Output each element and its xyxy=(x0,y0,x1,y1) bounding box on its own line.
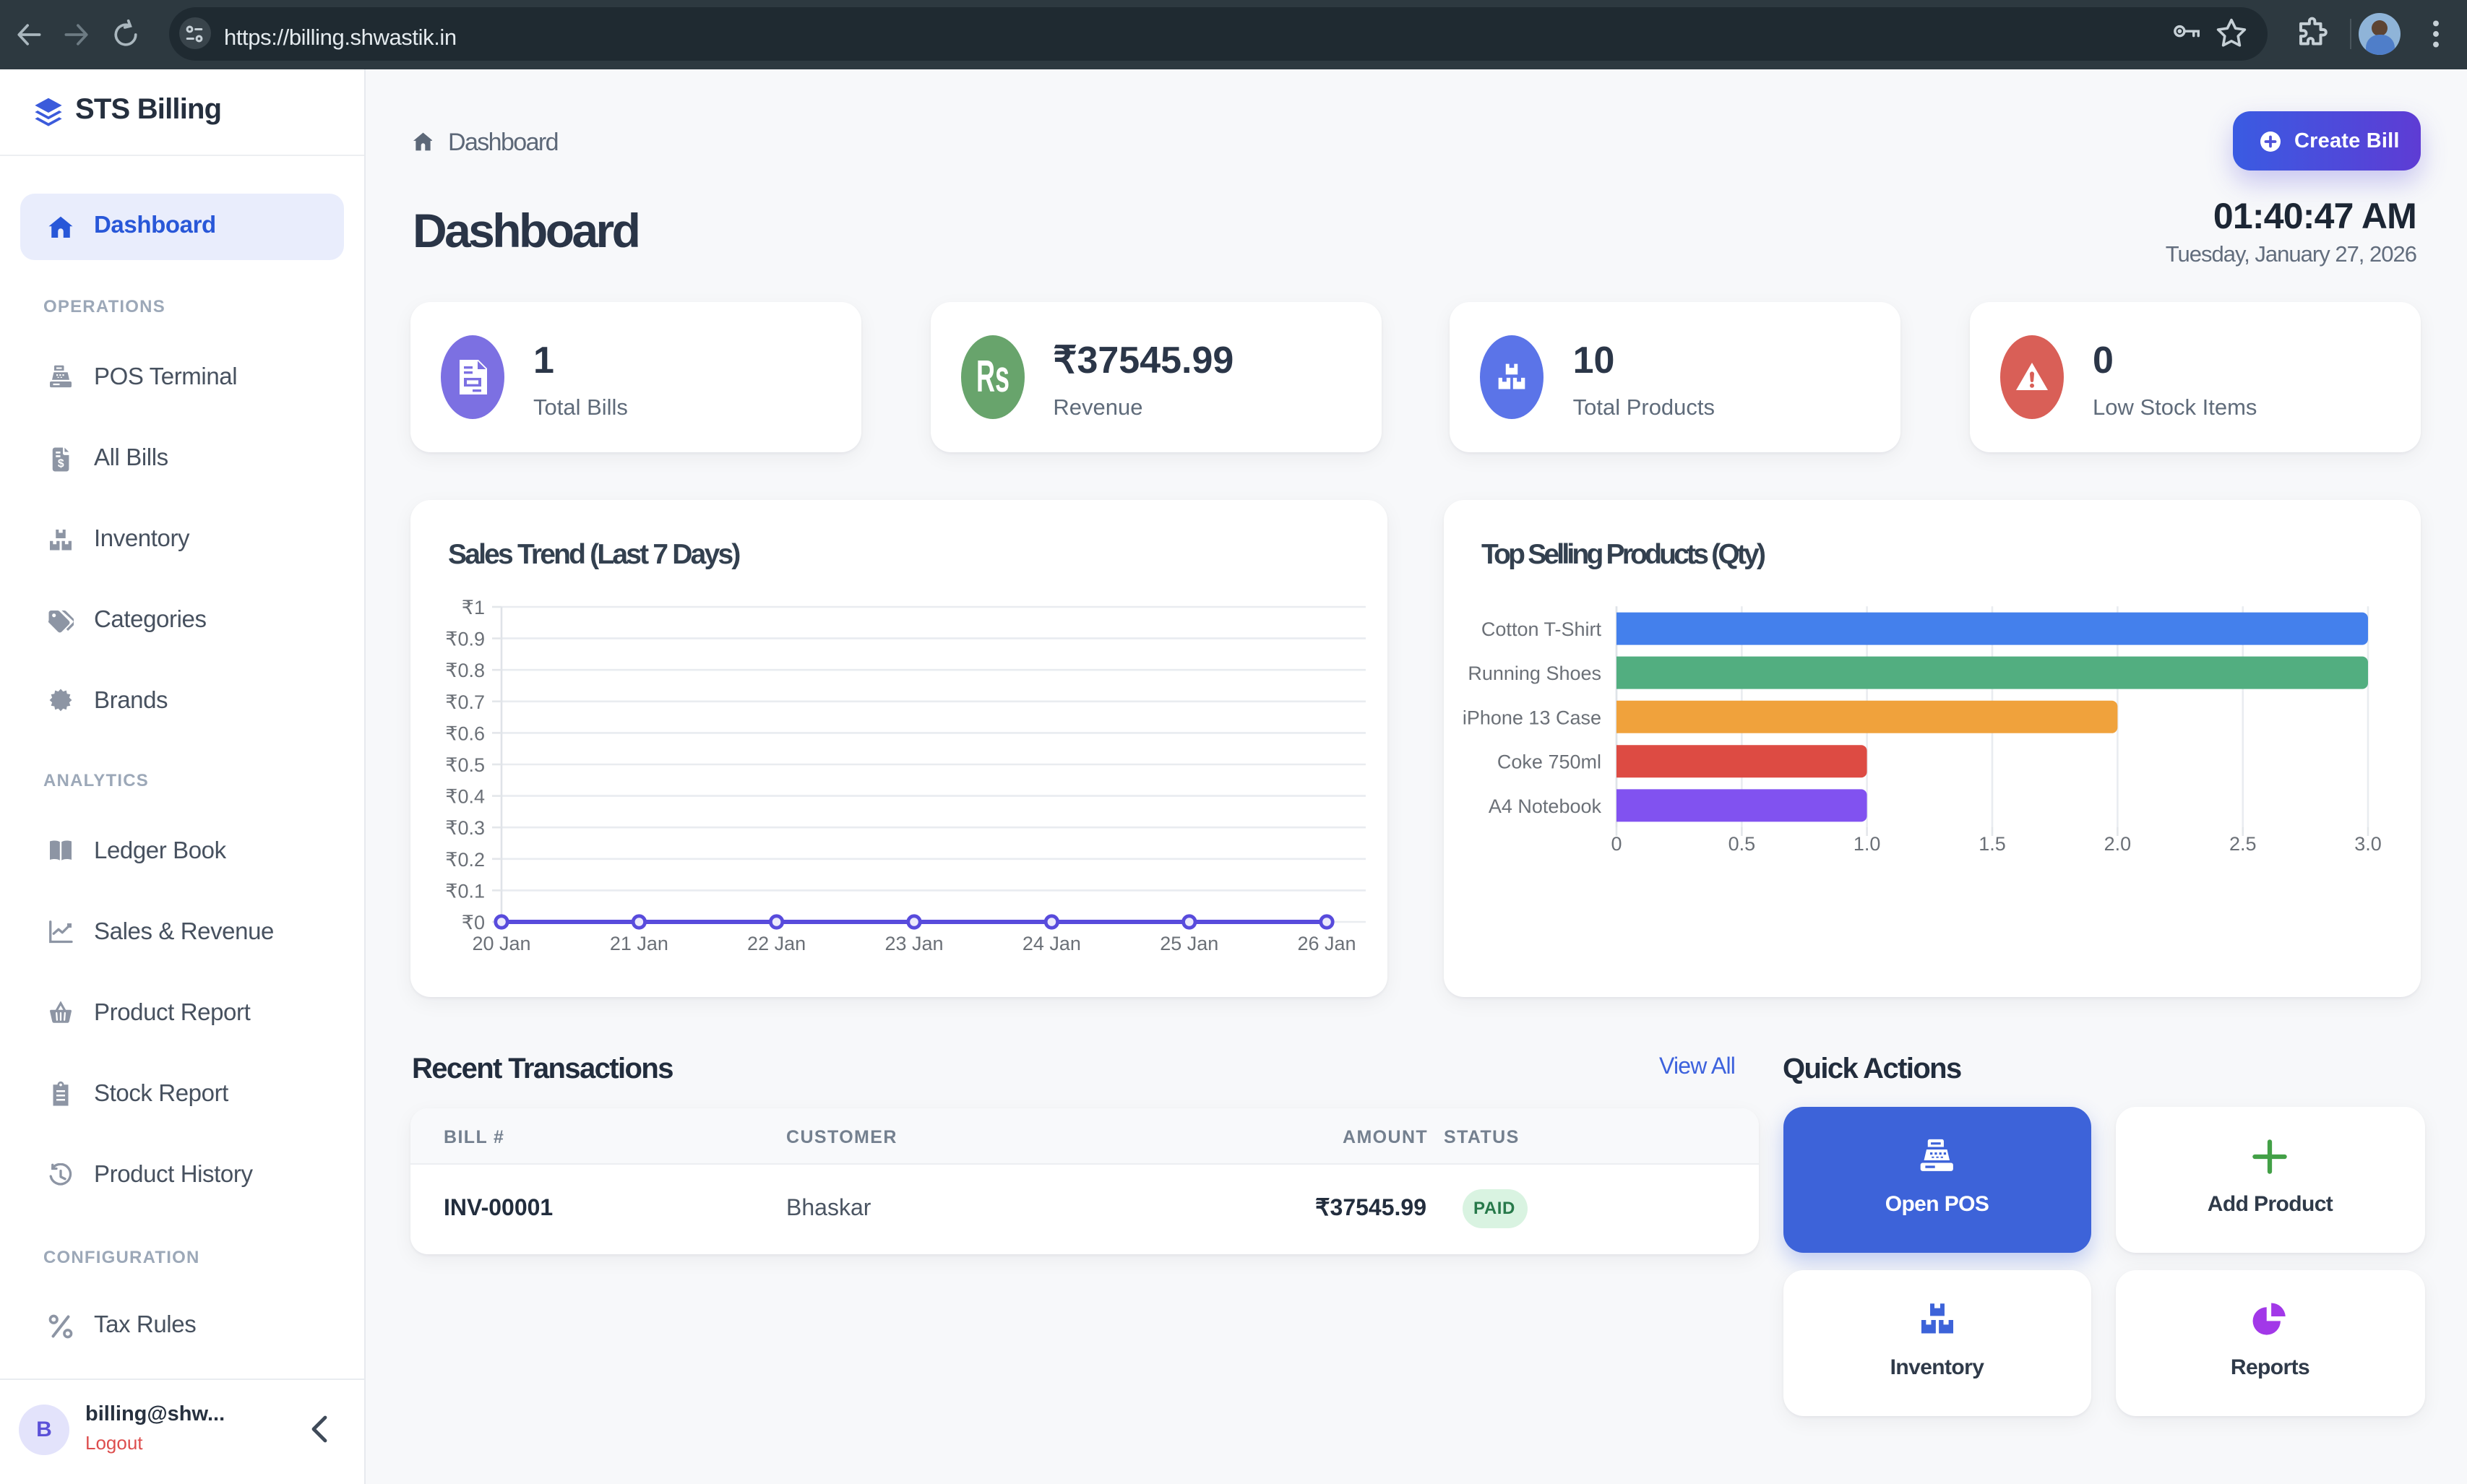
svg-text:24 Jan: 24 Jan xyxy=(1022,933,1081,954)
svg-text:₹0.8: ₹0.8 xyxy=(445,660,485,681)
svg-text:26 Jan: 26 Jan xyxy=(1297,933,1356,954)
svg-text:Coke 750ml: Coke 750ml xyxy=(1497,751,1601,773)
svg-text:₹0: ₹0 xyxy=(462,912,485,933)
svg-text:22 Jan: 22 Jan xyxy=(747,933,806,954)
svg-text:0: 0 xyxy=(1611,833,1622,855)
svg-text:₹0.6: ₹0.6 xyxy=(445,722,485,744)
svg-text:3.0: 3.0 xyxy=(2354,833,2382,855)
svg-text:2.5: 2.5 xyxy=(2229,833,2257,855)
svg-text:₹0.5: ₹0.5 xyxy=(445,754,485,776)
svg-text:1.5: 1.5 xyxy=(1979,833,2006,855)
svg-text:₹0.4: ₹0.4 xyxy=(445,786,485,808)
svg-text:Running Shoes: Running Shoes xyxy=(1468,663,1601,684)
svg-text:20 Jan: 20 Jan xyxy=(472,933,530,954)
svg-text:₹0.1: ₹0.1 xyxy=(445,880,485,902)
svg-text:₹0.3: ₹0.3 xyxy=(445,817,485,839)
svg-text:25 Jan: 25 Jan xyxy=(1160,933,1218,954)
svg-text:A4 Notebook: A4 Notebook xyxy=(1489,795,1602,817)
svg-text:Cotton T-Shirt: Cotton T-Shirt xyxy=(1481,618,1602,640)
svg-text:₹1: ₹1 xyxy=(462,597,485,618)
svg-text:₹0.9: ₹0.9 xyxy=(445,629,485,650)
svg-text:21 Jan: 21 Jan xyxy=(610,933,668,954)
svg-text:0.5: 0.5 xyxy=(1728,833,1756,855)
svg-text:Rs: Rs xyxy=(976,352,1009,402)
svg-text:2.0: 2.0 xyxy=(2104,833,2132,855)
svg-text:₹0.7: ₹0.7 xyxy=(445,691,485,713)
svg-text:$: $ xyxy=(58,457,64,469)
svg-text:iPhone 13 Case: iPhone 13 Case xyxy=(1463,707,1601,728)
svg-text:1.0: 1.0 xyxy=(1854,833,1881,855)
svg-text:23 Jan: 23 Jan xyxy=(884,933,943,954)
svg-text:₹0.2: ₹0.2 xyxy=(445,849,485,871)
